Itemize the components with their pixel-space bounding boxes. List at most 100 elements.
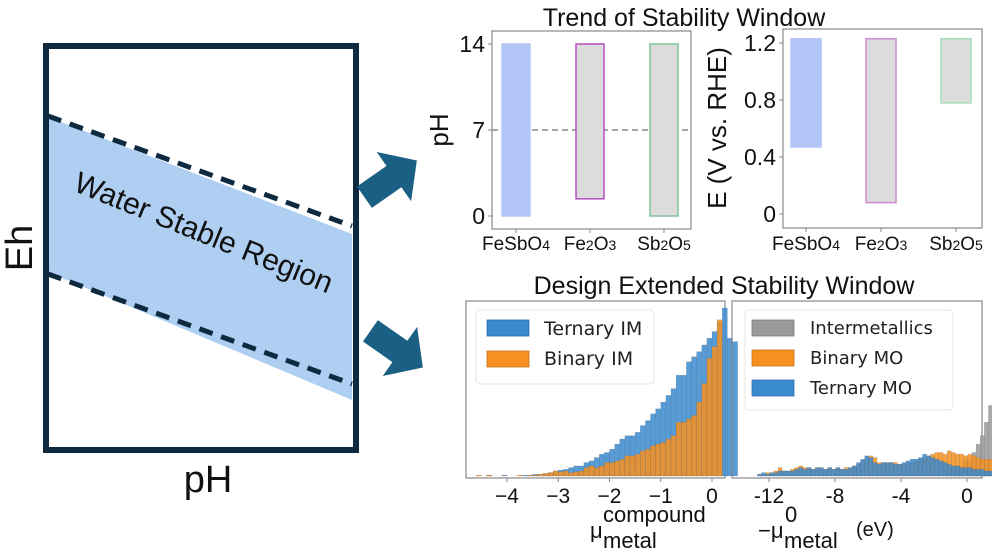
legend-label-intermetallics: Intermetallics (810, 318, 933, 339)
legend-swatch-ternary-mo (751, 379, 795, 397)
histogram-bar (650, 445, 656, 477)
histogram-bar (835, 467, 841, 477)
x-tick-label: −3 (546, 485, 570, 508)
im-x-label-mu: μ (590, 518, 603, 543)
legend-swatch-binary-im (486, 350, 530, 368)
x-tick-label-fe2o3: Fe2O3 (855, 234, 908, 255)
histogram-bar (848, 467, 853, 477)
range-bar-fesbo4 (501, 43, 531, 217)
potential-stability-chart: 0 0.4 0.8 1.2 FeSbO4 Fe2O3 Sb2O5 E (V vs. RHE… (702, 28, 983, 255)
histogram-bar (860, 459, 865, 477)
im-x-label-sup: compound (603, 502, 706, 527)
histogram-bar (706, 358, 713, 477)
water-stable-region (48, 117, 352, 400)
histogram-bar (963, 467, 969, 477)
legend-label-binary-mo: Binary MO (810, 348, 903, 369)
x-tick-label-fesbo4: FeSbO4 (482, 234, 550, 255)
legend-label-ternary-im: Ternary IM (543, 318, 642, 340)
legend-swatch-binary-mo (751, 349, 795, 367)
histogram-bar (798, 467, 804, 477)
histogram-bar (563, 470, 569, 477)
histogram-bar (588, 465, 595, 477)
x-tick-label: −4 (495, 485, 519, 508)
histogram-bar (675, 422, 682, 477)
histogram-bar (769, 472, 775, 477)
upper-stability-line (47, 113, 353, 229)
histogram-bar (901, 462, 907, 477)
histogram-bar (872, 462, 878, 477)
top-title: Trend of Stability Window (543, 4, 826, 32)
histogram-bar (619, 459, 626, 477)
range-bar-fesbo4 (790, 37, 822, 148)
histogram-bar (951, 465, 956, 477)
histogram-bar (624, 455, 631, 477)
histogram-bar (542, 473, 549, 477)
x-tick-label: −1 (649, 485, 673, 508)
histogram-bar (926, 455, 931, 477)
histogram-bar (802, 469, 808, 477)
histogram-bar (761, 472, 766, 477)
histogram-bar (568, 472, 574, 477)
intermetallic-histogram: −4 −3 −2 −1 0 Ternary IM Binary IM μ compoun… (465, 300, 738, 552)
ph-axis-label: pH (184, 459, 233, 501)
diagram-frame (43, 43, 359, 453)
series-ternary-mo (757, 453, 992, 477)
mo-x-label-sub: metal (784, 528, 838, 552)
y-tick-label: 7 (472, 117, 485, 143)
histogram-bar (959, 467, 964, 477)
x-tick-label: 0 (961, 485, 973, 508)
histogram-bar (885, 462, 890, 477)
legend-label-ternary-mo: Ternary MO (809, 378, 912, 399)
series-intermetallics (947, 405, 992, 477)
x-tick-label-sb2o5: Sb2O5 (929, 234, 983, 255)
histogram-bar (984, 470, 989, 477)
y-tick-label: 0 (763, 201, 776, 227)
arrow-down-right-icon (362, 320, 423, 377)
histogram-bar (794, 469, 799, 477)
histogram-bar (722, 307, 728, 477)
y-tick-label: 0.8 (744, 87, 776, 113)
histogram-bar (757, 474, 762, 477)
mo-x-label-mu: −μ (758, 518, 784, 543)
histogram-bar (868, 457, 874, 477)
bottom-title: Design Extended Stability Window (534, 272, 916, 300)
histogram-bar (599, 465, 605, 477)
histogram-bar (790, 470, 795, 477)
y-tick-label: 0.4 (744, 144, 776, 170)
histogram-bar (827, 467, 832, 477)
x-tick-label: 0 (706, 485, 718, 508)
histogram-bar (773, 472, 779, 477)
histogram-bar (634, 453, 641, 477)
metal-oxide-histogram: -12 -8 -4 0 Intermetallics Binary MO Ternar… (731, 300, 992, 552)
eh-axis-label: Eh (0, 225, 41, 271)
histogram-bar (782, 470, 787, 477)
histogram-bar (889, 462, 894, 477)
im-x-label-sub: metal (603, 528, 657, 552)
histogram-bar (593, 467, 600, 477)
histogram-bar (810, 469, 816, 477)
histogram-bar (876, 464, 882, 477)
histogram-bar (831, 469, 837, 477)
histogram-bar (558, 471, 564, 477)
x-tick-label: −2 (598, 485, 622, 508)
histogram-bar (881, 462, 886, 477)
histogram-bar (609, 462, 615, 477)
histogram-bar (864, 455, 870, 477)
histogram-bar (934, 459, 940, 477)
e-y-axis-label: E (V vs. RHE) (702, 47, 732, 209)
histogram-bar (918, 457, 923, 477)
histogram-bar (583, 467, 590, 477)
histogram-bar (686, 418, 692, 477)
histogram-bar (711, 346, 718, 477)
histogram-bar (967, 467, 973, 477)
histogram-bar (819, 467, 824, 477)
x-tick-label-fesbo4: FeSbO4 (772, 234, 840, 255)
mo-legend: Intermetallics Binary MO Ternary MO (744, 309, 954, 411)
histogram-bar (670, 435, 677, 477)
y-tick-label: 1.2 (744, 30, 776, 56)
histogram-bar (640, 450, 646, 477)
histogram-bar (839, 469, 845, 477)
histogram-bar (897, 464, 903, 477)
histogram-bar (955, 465, 960, 477)
